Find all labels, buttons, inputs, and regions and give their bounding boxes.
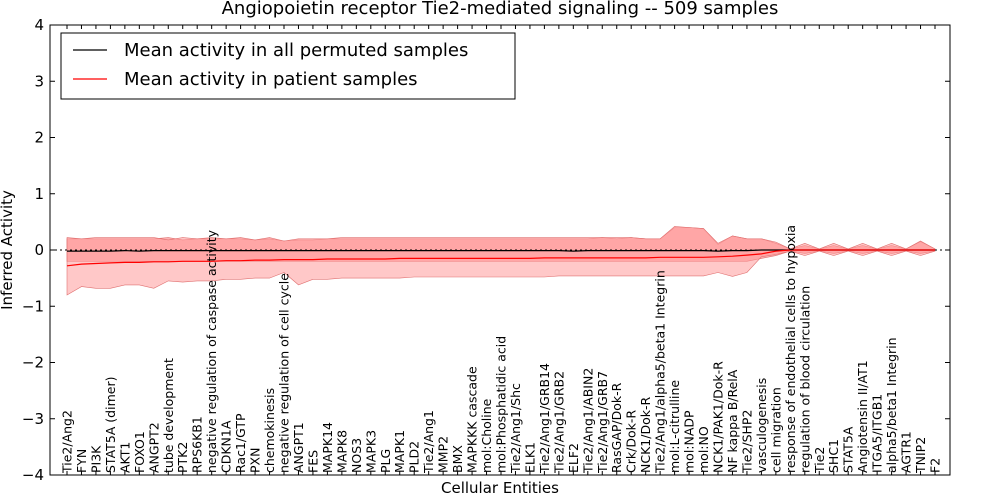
- x-tick-label: PLD2: [407, 441, 422, 473]
- x-tick-label: MAPKKK cascade: [465, 366, 480, 473]
- chart-title: Angiopoietin receptor Tie2-mediated sign…: [222, 0, 779, 19]
- x-tick-label: chemokinesis: [262, 388, 277, 473]
- x-tick-label: CDKN1A: [219, 420, 234, 473]
- band-patient: [66, 226, 936, 296]
- series-line-patient: [66, 249, 935, 267]
- x-tick-label: FYN: [74, 449, 89, 473]
- x-tick-label: STAT5A: [841, 426, 856, 473]
- x-tick-label: Tie2/Ang1/GRB14: [537, 363, 552, 474]
- x-tick-label: mol:NADP: [682, 410, 697, 473]
- y-tick-label: 0: [34, 241, 44, 259]
- legend: Mean activity in all permuted samples Mea…: [60, 32, 516, 100]
- x-tick-label: RasGAP/Dok-R: [609, 382, 624, 473]
- x-tick-label: negative regulation of cell cycle: [277, 273, 292, 473]
- x-tick-label: RPS6KB1: [190, 416, 205, 473]
- y-tick-label: −2: [22, 354, 44, 372]
- x-tick-label: cell migration: [768, 387, 783, 473]
- x-tick-label: Tie2/Ang1/ABIN2: [580, 368, 595, 474]
- x-tick-label: ELK1: [522, 442, 537, 473]
- x-tick-label: Tie2/SHP2: [739, 410, 754, 474]
- x-tick-label: NOS3: [349, 438, 364, 473]
- x-tick-label: mol:NO: [696, 426, 711, 473]
- x-tick-label: MMP2: [436, 436, 451, 473]
- legend-box: [60, 32, 516, 100]
- x-tick-label: FOXO1: [132, 431, 147, 473]
- x-tick-label: ELF2: [566, 443, 581, 473]
- x-tick-label: Tie2/Ang1/alpha5/beta1 Integrin: [653, 270, 668, 474]
- x-tick-label: BMX: [450, 445, 465, 473]
- x-tick-label: mol:Phosphatidic acid: [494, 336, 509, 473]
- x-tick-label: STAT5A (dimer): [103, 377, 118, 473]
- x-tick-label: Tie2/Ang1/Shc: [508, 383, 523, 474]
- x-tick-label: ITGA5/ITGB1: [870, 394, 885, 473]
- legend-label-permuted: Mean activity in all permuted samples: [124, 40, 468, 61]
- x-tick-label: AKT1: [117, 442, 132, 473]
- y-axis-label: Inferred Activity: [0, 190, 16, 310]
- x-tick-label: MAPK8: [334, 430, 349, 473]
- x-tick-label: Tie2: [812, 447, 827, 474]
- x-tick-label: AGTR1: [899, 431, 914, 473]
- x-tick-label: MAPK14: [320, 422, 335, 473]
- y-tick-label: −1: [22, 297, 44, 315]
- x-tick-label: SHC1: [826, 439, 841, 473]
- x-tick-label: PLG: [378, 449, 393, 473]
- legend-label-patient: Mean activity in patient samples: [124, 69, 418, 90]
- y-tick-label: 2: [34, 129, 44, 147]
- x-tick-label: MAPK1: [392, 430, 407, 473]
- plot-area: [50, 226, 950, 296]
- x-tick-label: Angiotensin II/AT1: [855, 360, 870, 473]
- x-axis-label: Cellular Entities: [441, 479, 559, 497]
- x-tick-label: Tie2/Ang1/GRB7: [595, 371, 610, 474]
- x-tick-label: Tie2/Ang1: [421, 410, 436, 474]
- x-tick-label: PXN: [248, 448, 263, 473]
- x-tick-label: ANGPT2: [146, 422, 161, 473]
- x-tick-label: TNIP2: [913, 437, 928, 474]
- x-tick-label: tube development: [161, 358, 176, 473]
- x-tick-label: PTK2: [175, 442, 190, 473]
- x-tick-label: NCK1/PAK1/Dok-R: [711, 361, 726, 473]
- x-tick-label: F2: [928, 458, 943, 473]
- y-tick-label: 3: [34, 72, 44, 90]
- x-tick-label: MAPK3: [363, 430, 378, 473]
- axes: −4 −3 −2 −1 0 1 2 3 4: [22, 16, 951, 484]
- x-tick-label: vasculogenesis: [754, 378, 769, 473]
- x-tick-label: FES: [305, 450, 320, 473]
- x-tick-label: Crk/Dok-R: [624, 410, 639, 473]
- x-tick-label: PI3K: [88, 445, 103, 473]
- x-tick-label: regulation of blood circulation: [797, 286, 812, 473]
- y-tick-label: 1: [34, 185, 44, 203]
- x-tick-labels: Tie2/Ang2 FYN PI3K STAT5A (dimer) AKT1 FOXO1 A…: [60, 225, 943, 474]
- x-tick-label: alpha5/beta1 Integrin: [884, 337, 899, 473]
- y-tick-label: −4: [22, 466, 44, 484]
- x-tick-label: NCK1/Dok-R: [638, 397, 653, 473]
- x-tick-label: mol:L-citrulline: [667, 380, 682, 473]
- y-tick-label: 4: [34, 16, 44, 34]
- x-tick-label: NF kappa B/RelA: [725, 369, 740, 473]
- x-tick-label: Tie2/Ang1/GRB2: [551, 371, 566, 474]
- x-tick-label: mol:Choline: [479, 398, 494, 473]
- x-tick-label: Tie2/Ang2: [60, 410, 75, 474]
- y-tick-label: −3: [22, 410, 44, 428]
- x-tick-label: ANGPT1: [291, 422, 306, 473]
- x-tick-label: response of endothelial cells to hypoxia: [783, 225, 798, 473]
- x-tick-label: Rac1/GTP: [233, 413, 248, 473]
- x-tick-label: negative regulation of caspase activity: [204, 229, 219, 473]
